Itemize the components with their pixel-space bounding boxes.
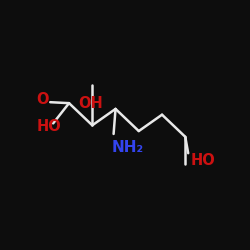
Text: O: O (37, 92, 49, 107)
Text: HO: HO (37, 119, 62, 134)
Text: NH₂: NH₂ (112, 140, 144, 155)
Text: HO: HO (190, 154, 215, 168)
Text: OH: OH (78, 96, 103, 112)
